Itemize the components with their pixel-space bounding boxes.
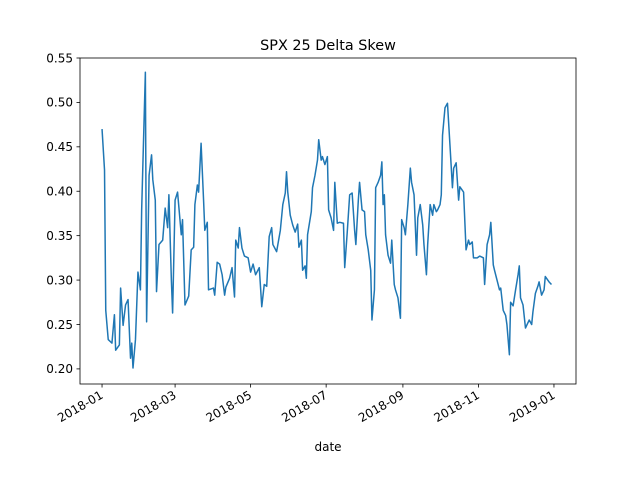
y-tick-label: 0.40 bbox=[46, 185, 73, 199]
data-line bbox=[101, 71, 553, 369]
y-tick-label: 0.30 bbox=[46, 273, 73, 287]
y-tick-label: 0.45 bbox=[46, 140, 73, 154]
x-axis-label: date bbox=[314, 440, 341, 454]
y-tick-label: 0.20 bbox=[46, 362, 73, 376]
y-tick-label: 0.35 bbox=[46, 229, 73, 243]
y-tick-label: 0.25 bbox=[46, 318, 73, 332]
y-tick-label: 0.55 bbox=[46, 51, 73, 65]
chart-title: SPX 25 Delta Skew bbox=[260, 38, 396, 54]
y-tick-label: 0.50 bbox=[46, 96, 73, 110]
axes-frame bbox=[79, 57, 577, 385]
